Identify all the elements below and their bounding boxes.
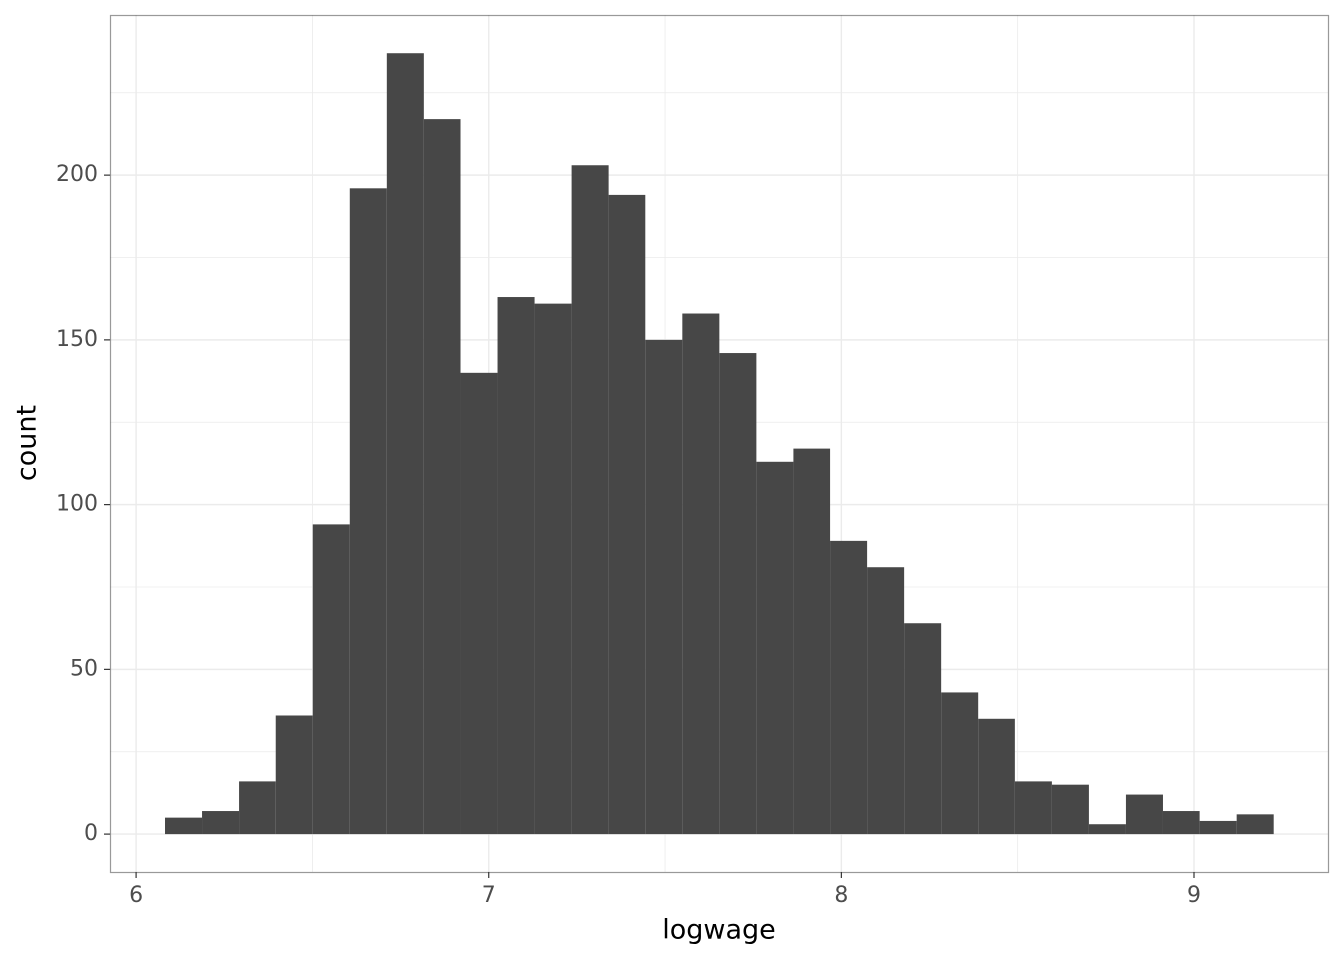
bar [275, 715, 313, 835]
bar [793, 448, 831, 835]
bar [534, 303, 572, 835]
bar [460, 372, 498, 835]
x-tick-label: 6 [129, 883, 143, 908]
bar [1125, 794, 1163, 835]
x-tick-label: 7 [482, 883, 496, 908]
bar [1051, 784, 1089, 835]
bar [1088, 824, 1126, 835]
bar [1014, 781, 1052, 835]
bar [608, 194, 646, 835]
y-axis-title: count [12, 405, 43, 481]
bar [312, 524, 350, 835]
bar [571, 165, 609, 835]
bar [682, 313, 720, 835]
bar [756, 461, 794, 835]
bar [978, 718, 1015, 835]
bar [423, 119, 461, 835]
bar [645, 339, 683, 835]
y-tick-label: 200 [56, 162, 98, 187]
bar [165, 817, 203, 835]
y-tick-label: 50 [70, 656, 98, 681]
bar [941, 692, 979, 835]
bar [719, 353, 757, 835]
panel-border [109, 14, 1330, 874]
bar [1199, 820, 1237, 835]
bar [904, 623, 942, 835]
bar [867, 567, 905, 835]
x-axis-title: logwage [662, 915, 776, 946]
bar [1162, 811, 1200, 835]
bars [165, 53, 1274, 835]
y-tick-label: 0 [84, 821, 98, 846]
bar [202, 811, 240, 835]
x-tick-label: 9 [1187, 883, 1201, 908]
y-tick-label: 150 [56, 327, 98, 352]
bar [386, 53, 424, 835]
y-tick-label: 100 [56, 492, 98, 517]
axes: 6 7 8 9 0 50 100 150 200 [56, 162, 1201, 908]
bar [497, 297, 535, 835]
bar [349, 188, 387, 835]
bar [1236, 814, 1274, 835]
bar [830, 540, 868, 835]
x-tick-label: 8 [834, 883, 848, 908]
bar [239, 781, 276, 835]
